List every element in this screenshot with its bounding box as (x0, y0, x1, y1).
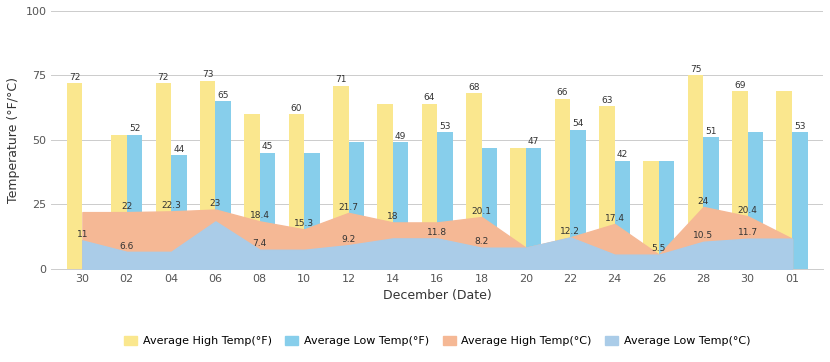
Bar (67, 83, 82, 269)
Text: 64: 64 (424, 93, 435, 102)
Text: 20.1: 20.1 (471, 207, 491, 216)
Text: 15.3: 15.3 (294, 219, 315, 228)
Text: 53: 53 (794, 122, 806, 131)
Text: 24: 24 (698, 197, 709, 206)
Text: 60: 60 (290, 104, 302, 113)
Bar (659, 160, 675, 269)
Bar (349, 143, 364, 269)
Bar (82, 240, 98, 269)
Text: 75: 75 (690, 65, 701, 74)
Text: 53: 53 (439, 122, 451, 131)
Bar (155, 83, 171, 269)
Text: 45: 45 (262, 143, 273, 152)
Bar (599, 106, 614, 269)
Text: 8.2: 8.2 (475, 237, 489, 247)
Text: 11.8: 11.8 (427, 228, 447, 237)
Text: 42: 42 (617, 150, 628, 159)
Text: 17.4: 17.4 (604, 214, 625, 223)
Bar (171, 155, 187, 269)
Text: 11.7: 11.7 (738, 228, 758, 237)
Text: 5.5: 5.5 (652, 244, 666, 253)
Bar (127, 135, 142, 269)
Bar (244, 114, 260, 269)
Bar (216, 101, 231, 269)
Bar (510, 148, 526, 269)
Text: 20.4: 20.4 (738, 206, 758, 215)
Text: 52: 52 (129, 125, 140, 134)
Bar (703, 137, 719, 269)
Text: 51: 51 (706, 127, 717, 136)
Text: 22: 22 (121, 202, 132, 211)
Bar (732, 91, 748, 269)
Legend: Average High Temp(°F), Average Low Temp(°F), Average High Temp(°C), Average Low : Average High Temp(°F), Average Low Temp(… (120, 331, 755, 350)
Text: 6.6: 6.6 (120, 241, 134, 251)
Bar (393, 143, 408, 269)
Text: 65: 65 (217, 91, 229, 100)
Bar (422, 104, 437, 269)
Text: 12.2: 12.2 (560, 227, 580, 236)
Text: 9.2: 9.2 (341, 235, 355, 244)
Bar (333, 86, 349, 269)
Text: 23: 23 (210, 199, 221, 208)
Bar (570, 130, 586, 269)
Bar (792, 132, 808, 269)
Text: 44: 44 (173, 145, 184, 154)
Bar (748, 132, 763, 269)
Bar (643, 160, 659, 269)
Y-axis label: Temperature (°F/°C): Temperature (°F/°C) (7, 77, 20, 203)
Text: 72: 72 (158, 73, 169, 82)
Bar (260, 153, 276, 269)
Text: 11: 11 (76, 230, 88, 239)
Bar (688, 75, 703, 269)
Bar (289, 114, 304, 269)
Bar (554, 98, 570, 269)
Bar (481, 148, 497, 269)
Text: 63: 63 (601, 96, 613, 105)
Text: 71: 71 (335, 75, 346, 84)
Text: 18: 18 (387, 212, 398, 221)
Bar (466, 93, 481, 269)
Bar (614, 160, 630, 269)
Bar (777, 91, 792, 269)
Text: 66: 66 (557, 88, 569, 97)
Text: 7.4: 7.4 (252, 240, 267, 248)
Text: 10.5: 10.5 (693, 231, 713, 240)
Bar (378, 104, 393, 269)
Text: 18.4: 18.4 (250, 211, 270, 220)
Text: 54: 54 (573, 119, 583, 128)
Bar (526, 148, 541, 269)
Bar (200, 81, 216, 269)
X-axis label: December (Date): December (Date) (383, 289, 491, 302)
Text: 69: 69 (735, 81, 745, 90)
Text: 47: 47 (528, 137, 540, 146)
Text: 73: 73 (202, 70, 213, 79)
Bar (111, 135, 127, 269)
Text: 49: 49 (395, 132, 407, 141)
Text: 21.7: 21.7 (339, 203, 359, 212)
Text: 68: 68 (468, 83, 480, 92)
Bar (304, 153, 320, 269)
Text: 22.3: 22.3 (161, 201, 181, 210)
Bar (437, 132, 452, 269)
Text: 72: 72 (69, 73, 81, 82)
